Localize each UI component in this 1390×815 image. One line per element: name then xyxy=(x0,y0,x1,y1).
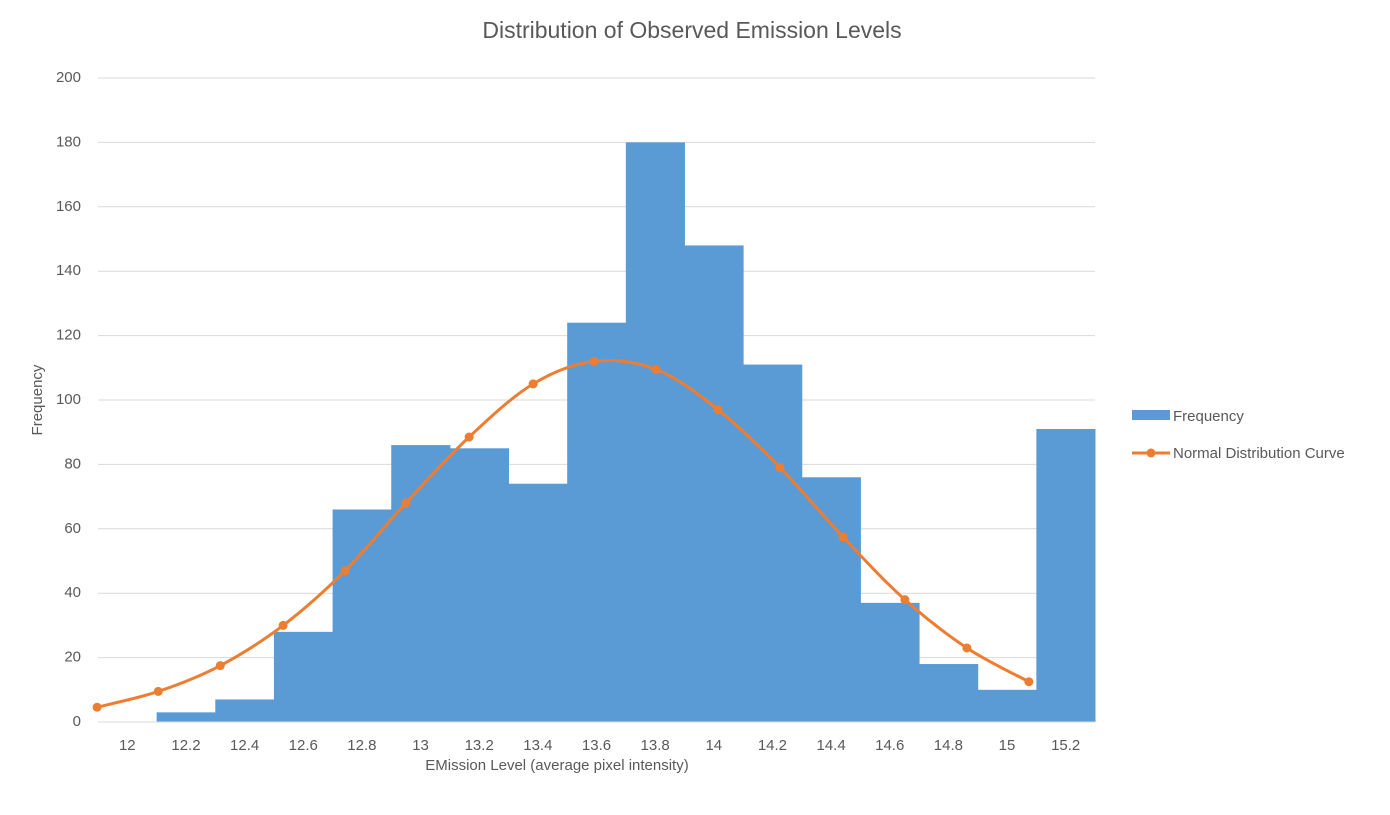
x-tick-label: 13.4 xyxy=(523,737,552,754)
x-tick-label: 14.4 xyxy=(816,737,845,754)
line-marker xyxy=(278,620,288,630)
x-tick-label: 15.2 xyxy=(1051,737,1080,754)
bar xyxy=(860,602,920,722)
line-marker xyxy=(401,498,411,508)
bar xyxy=(919,664,979,722)
x-tick-label: 14.8 xyxy=(934,737,963,754)
x-tick-label: 12 xyxy=(119,737,136,754)
bar xyxy=(625,142,685,722)
bar xyxy=(391,445,451,722)
x-tick-label: 12.8 xyxy=(347,737,376,754)
legend-label: Frequency xyxy=(1173,408,1244,425)
y-tick-label: 180 xyxy=(56,133,81,150)
y-tick-label: 20 xyxy=(64,649,81,666)
legend-swatch xyxy=(1146,448,1156,458)
bar xyxy=(801,477,861,722)
line-marker xyxy=(92,702,102,712)
x-tick-label: 15 xyxy=(999,737,1016,754)
y-tick-label: 80 xyxy=(64,455,81,472)
bar xyxy=(508,483,568,722)
y-tick-label: 40 xyxy=(64,584,81,601)
y-tick-label: 140 xyxy=(56,262,81,279)
bar xyxy=(743,364,803,722)
x-tick-label: 12.6 xyxy=(289,737,318,754)
line-marker xyxy=(775,463,785,473)
x-tick-label: 13.8 xyxy=(641,737,670,754)
x-tick-label: 13.6 xyxy=(582,737,611,754)
x-tick-label: 12.4 xyxy=(230,737,259,754)
x-tick-label: 14 xyxy=(705,737,722,754)
bar xyxy=(567,322,627,722)
x-tick-label: 14.2 xyxy=(758,737,787,754)
line-marker xyxy=(713,405,723,415)
legend-label: Normal Distribution Curve xyxy=(1173,445,1345,462)
legend-swatch xyxy=(1132,410,1170,420)
bar xyxy=(1036,428,1096,722)
x-tick-label: 14.6 xyxy=(875,737,904,754)
y-tick-label: 120 xyxy=(56,327,81,344)
bar xyxy=(156,712,216,722)
bar xyxy=(215,699,275,722)
y-tick-label: 0 xyxy=(73,713,81,730)
line-marker xyxy=(464,432,474,442)
y-tick-label: 160 xyxy=(56,198,81,215)
line-marker xyxy=(215,661,225,671)
x-tick-label: 12.2 xyxy=(171,737,200,754)
line-marker xyxy=(651,364,661,374)
y-tick-label: 100 xyxy=(56,391,81,408)
bar xyxy=(977,689,1037,722)
line-marker xyxy=(340,566,350,576)
y-tick-label: 200 xyxy=(56,69,81,86)
y-axis-title: Frequency xyxy=(29,364,46,435)
bar xyxy=(684,245,744,722)
x-tick-label: 13.2 xyxy=(465,737,494,754)
bar xyxy=(273,631,334,722)
bar xyxy=(332,509,392,722)
line xyxy=(96,358,1030,709)
x-tick-label: 13 xyxy=(412,737,429,754)
y-tick-label: 60 xyxy=(64,520,81,537)
bar xyxy=(449,448,510,722)
chart-title: Distribution of Observed Emission Levels xyxy=(482,17,901,43)
line-marker xyxy=(528,379,538,389)
line-marker xyxy=(1024,677,1034,687)
x-axis-title: EMission Level (average pixel intensity) xyxy=(425,757,688,774)
line-marker xyxy=(153,686,163,696)
line-marker xyxy=(589,356,599,366)
line-marker xyxy=(900,595,910,605)
line-marker xyxy=(962,643,972,653)
line-marker xyxy=(838,532,848,542)
